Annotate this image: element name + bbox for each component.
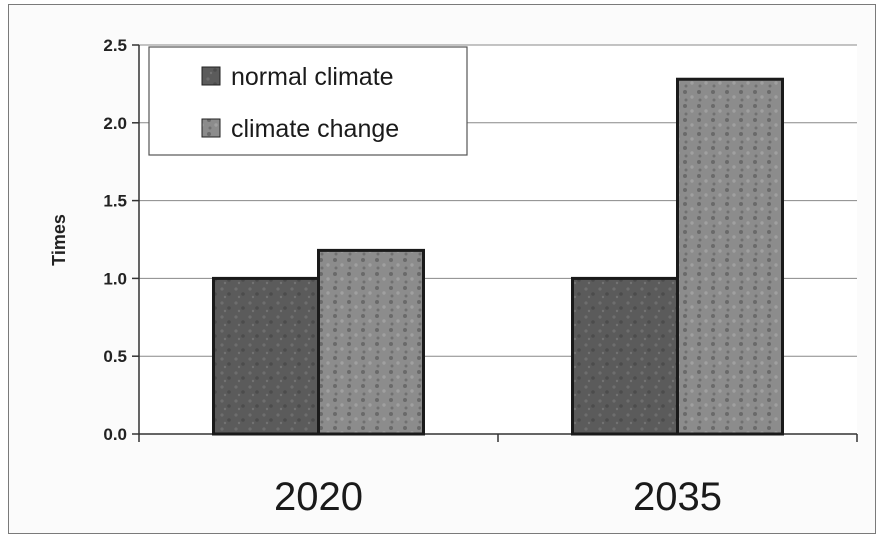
y-tick-label: 1.5	[103, 192, 127, 211]
y-tick-label: 1.0	[103, 269, 127, 288]
chart-frame: 0.0 0.5 1.0 1.5 2.0 2.5 2020 2035 Times normal…	[8, 4, 876, 534]
y-axis-title: Times	[49, 214, 69, 266]
legend-label-normal-climate: normal climate	[231, 63, 394, 91]
legend-swatch-climate-change	[201, 118, 221, 138]
x-category-label: 2035	[633, 475, 722, 519]
y-tick-label: 2.0	[103, 114, 127, 133]
x-category-label: 2020	[274, 475, 363, 519]
bars	[212, 77, 784, 436]
legend-label-climate-change: climate change	[231, 115, 399, 143]
bar-climate-change-2035	[676, 77, 784, 436]
legend: normal climate climate change	[148, 46, 468, 156]
bar-normal-climate-2035	[571, 276, 679, 436]
category-labels: 2020 2035	[274, 475, 722, 519]
y-tick-label: 0.5	[103, 347, 127, 366]
y-tick-label: 0.0	[103, 425, 127, 444]
y-tick-label: 2.5	[103, 36, 127, 55]
bar-normal-climate-2020	[212, 276, 320, 436]
y-axis-ticks: 0.0 0.5 1.0 1.5 2.0 2.5	[103, 36, 139, 444]
bar-climate-change-2020	[317, 248, 425, 436]
bar-chart: 0.0 0.5 1.0 1.5 2.0 2.5 2020 2035 Times normal…	[49, 36, 858, 519]
legend-swatch-normal-climate	[201, 66, 221, 86]
